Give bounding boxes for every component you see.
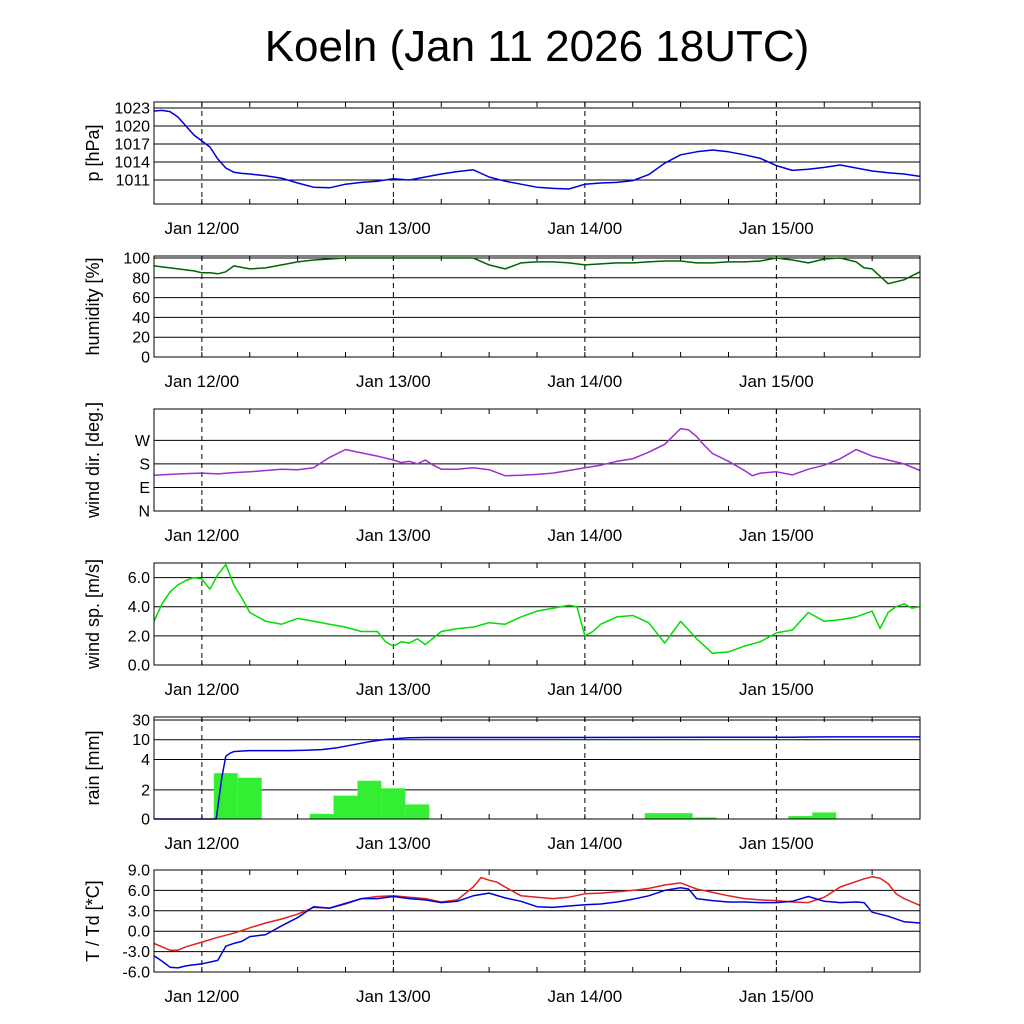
y-tick-label: 4.0 — [128, 599, 150, 616]
y-axis-label: humidity [%] — [83, 257, 103, 355]
x-tick-label: Jan 15/00 — [739, 219, 814, 238]
x-tick-label: Jan 13/00 — [356, 526, 431, 545]
x-tick-label: Jan 12/00 — [165, 372, 240, 391]
y-tick-label: 1011 — [116, 173, 151, 190]
y-tick-label: -3.0 — [122, 944, 150, 961]
x-tick-label: Jan 14/00 — [548, 219, 623, 238]
x-tick-label: Jan 15/00 — [739, 834, 814, 853]
x-tick-label: Jan 14/00 — [548, 834, 623, 853]
rain-bar — [644, 813, 669, 819]
x-tick-label: Jan 13/00 — [356, 372, 431, 391]
y-axis-label: T / Td [*C] — [83, 880, 103, 961]
y-tick-label: 2.0 — [128, 628, 150, 645]
series-line-relative-humidity — [153, 257, 921, 285]
y-tick-label: 1014 — [114, 155, 150, 172]
rain-bar — [381, 788, 406, 819]
panel-2: 0 20 40 60 80 100 humidity [%] Jan 12/00 Jan 13/… — [83, 250, 921, 391]
x-tick-label: Jan 12/00 — [165, 834, 240, 853]
y-tick-label: 0.0 — [128, 658, 150, 675]
x-tick-label: Jan 13/00 — [356, 680, 431, 699]
x-tick-label: Jan 12/00 — [165, 526, 240, 545]
y-tick-label: 6.0 — [128, 570, 150, 587]
x-tick-label: Jan 15/00 — [739, 987, 814, 1006]
y-tick-label: 0 — [141, 812, 150, 829]
y-tick-label: 60 — [132, 290, 150, 307]
rain-bar — [692, 817, 717, 819]
rain-bar — [237, 777, 262, 819]
y-tick-label: 1017 — [114, 137, 150, 154]
series-line-td — [153, 886, 921, 969]
y-tick-label: S — [139, 456, 150, 473]
x-tick-label: Jan 15/00 — [739, 680, 814, 699]
x-tick-label: Jan 12/00 — [165, 219, 240, 238]
y-tick-label: N — [138, 504, 150, 521]
x-tick-label: Jan 14/00 — [548, 526, 623, 545]
y-tick-label: 100 — [123, 250, 150, 267]
panel-frame — [153, 716, 921, 820]
panel-frame — [153, 562, 921, 666]
panel-frame — [153, 869, 921, 973]
rain-bar — [309, 813, 334, 819]
y-axis-label: rain [mm] — [83, 730, 103, 805]
y-tick-label: 3.0 — [128, 903, 150, 920]
panel-6: -6.0 -3.0 0.0 3.0 6.0 9.0 T / Td [*C] Jan 12/00… — [83, 863, 921, 1006]
panel-4: 0.0 2.0 4.0 6.0 wind sp. [m/s] Jan 12/00 Jan 1… — [83, 559, 921, 699]
x-tick-label: Jan 15/00 — [739, 372, 814, 391]
x-tick-label: Jan 12/00 — [165, 680, 240, 699]
series-line-pressure — [153, 109, 921, 190]
y-tick-label: 1023 — [114, 101, 150, 118]
panel-frame — [153, 101, 921, 205]
x-tick-label: Jan 13/00 — [356, 987, 431, 1006]
y-axis-label: wind dir. [deg.] — [83, 402, 103, 519]
y-tick-label: 0 — [141, 350, 150, 367]
panel-5: 0 2 4 10 30 rain [mm] Jan 12/00 Jan 13/00 Jan 14… — [83, 713, 921, 853]
series-line-wind-speed — [153, 563, 921, 655]
panel-frame — [153, 255, 921, 358]
y-tick-label: 20 — [132, 330, 150, 347]
y-tick-label: 2 — [141, 782, 150, 799]
rain-bar — [213, 773, 238, 819]
y-tick-label: 6.0 — [128, 883, 150, 900]
series-line-t — [153, 876, 921, 951]
x-tick-label: Jan 14/00 — [548, 987, 623, 1006]
y-tick-label: 10 — [132, 732, 150, 749]
y-axis-label: wind sp. [m/s] — [83, 559, 103, 670]
x-tick-label: Jan 14/00 — [548, 372, 623, 391]
y-tick-label: 30 — [132, 713, 150, 730]
y-tick-label: 9.0 — [128, 863, 150, 880]
y-tick-label: E — [139, 480, 150, 497]
y-tick-label: 40 — [132, 310, 150, 327]
rain-bar — [405, 804, 430, 819]
x-tick-label: Jan 15/00 — [739, 526, 814, 545]
x-tick-label: Jan 14/00 — [548, 680, 623, 699]
rain-bar — [812, 812, 837, 819]
rain-bar — [357, 780, 382, 819]
x-tick-label: Jan 12/00 — [165, 987, 240, 1006]
y-tick-label: W — [135, 433, 151, 450]
y-tick-label: 80 — [132, 270, 150, 287]
y-tick-label: 0.0 — [128, 924, 150, 941]
x-tick-label: Jan 13/00 — [356, 219, 431, 238]
x-tick-label: Jan 13/00 — [356, 834, 431, 853]
chart-title: Koeln (Jan 11 2026 18UTC) — [264, 22, 810, 71]
rain-bar — [333, 795, 358, 819]
rain-bar — [788, 816, 813, 819]
panel-frame — [153, 408, 921, 512]
y-tick-label: 4 — [141, 752, 150, 769]
series-line-accumulated-rain — [154, 736, 920, 820]
rain-bar — [668, 813, 693, 819]
y-tick-label: 1020 — [114, 119, 150, 136]
y-tick-label: -6.0 — [122, 965, 150, 982]
y-axis-label: p [hPa] — [83, 124, 103, 181]
series-line-wind-direction — [153, 427, 921, 477]
